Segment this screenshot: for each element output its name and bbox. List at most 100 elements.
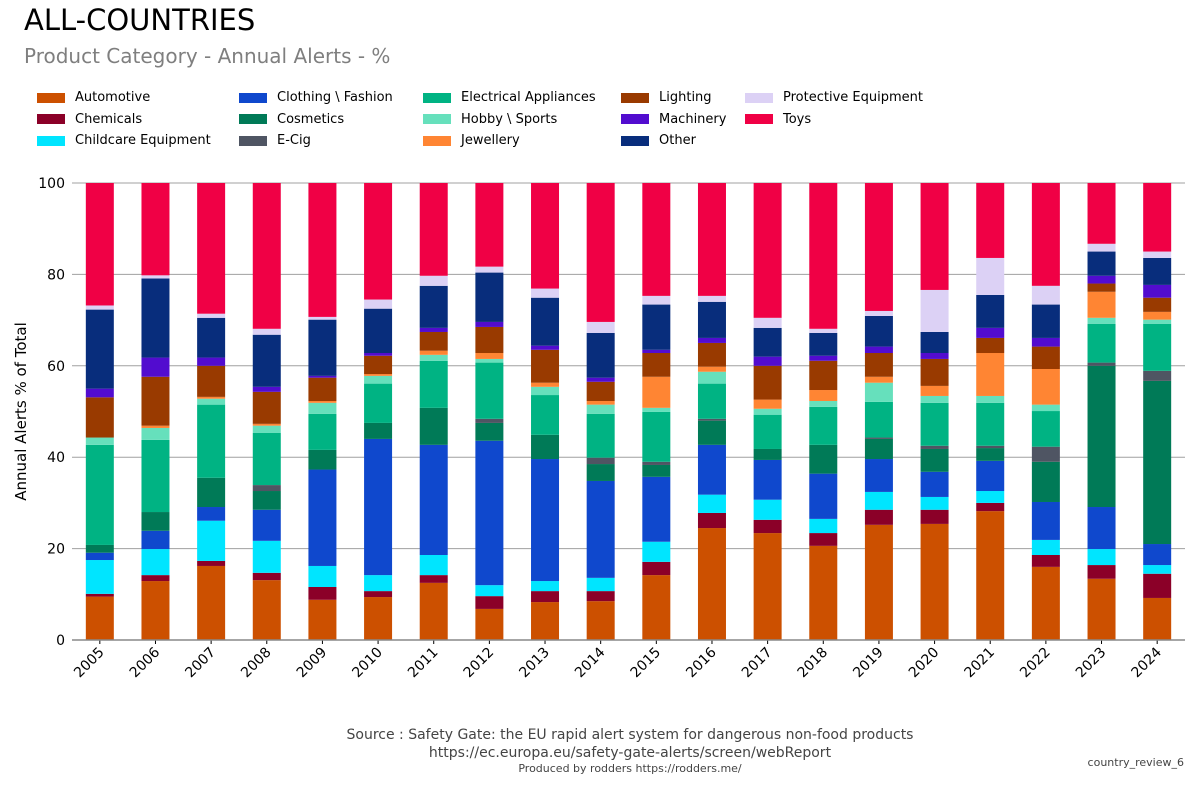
bar-segment	[1143, 597, 1172, 640]
bar-segment	[475, 326, 504, 354]
bar-segment	[1143, 311, 1172, 320]
legend-item: Electrical Appliances	[423, 90, 596, 105]
bar-segment	[920, 445, 949, 449]
bar-segment	[697, 342, 726, 367]
bar-segment	[753, 183, 782, 318]
bar-segment	[364, 308, 393, 354]
bar-segment	[85, 596, 114, 640]
bar-segment	[642, 575, 671, 640]
legend-swatch	[621, 92, 649, 103]
bar-segment	[531, 434, 560, 460]
bar-segment	[364, 183, 393, 300]
bar-segment	[141, 425, 170, 428]
bar-segment	[864, 509, 893, 525]
bar-segment	[1087, 283, 1116, 292]
bar-segment	[642, 464, 671, 477]
legend-swatch	[621, 114, 649, 124]
bar-segment	[976, 402, 1005, 446]
bar-segment	[809, 328, 838, 333]
bar-segment	[475, 422, 504, 441]
bar-segment	[85, 183, 114, 306]
bar-segment	[531, 382, 560, 387]
bar-segment	[697, 418, 726, 421]
bar-segment	[419, 554, 448, 576]
bar-segment	[976, 257, 1005, 295]
bar-segment	[642, 353, 671, 377]
bar-segment	[864, 346, 893, 354]
bar-segment	[141, 439, 170, 513]
bar-segment	[976, 511, 1005, 640]
bar-segment	[642, 349, 671, 354]
bar-segment	[920, 331, 949, 354]
bar-segment	[753, 459, 782, 500]
bar-segment	[308, 586, 337, 600]
y-axis-label: Annual Alerts % of Total	[12, 322, 30, 500]
bar-segment	[364, 355, 393, 375]
bar-segment	[531, 288, 560, 298]
bar-segment	[697, 528, 726, 640]
legend-item: Machinery	[621, 112, 726, 127]
bar-segment	[308, 469, 337, 566]
page-title: ALL-COUNTRIES	[24, 3, 256, 37]
bar-segment	[753, 327, 782, 357]
legend-item: Childcare Equipment	[37, 133, 211, 148]
bar-segment	[85, 397, 114, 438]
bar-segment	[920, 402, 949, 446]
bar-segment	[809, 355, 838, 361]
bar-segment	[586, 480, 615, 578]
bar-segment	[864, 524, 893, 640]
bar-segment	[475, 183, 504, 267]
legend-item: Toys	[745, 112, 811, 127]
bar-segment	[1031, 446, 1060, 462]
legend-swatch	[37, 92, 65, 103]
bar-segment	[531, 297, 560, 346]
bar-segment	[419, 444, 448, 555]
bar-segment	[586, 400, 615, 405]
bar-segment	[697, 444, 726, 495]
legend-label: Lighting	[659, 90, 712, 105]
bar-segment	[531, 345, 560, 350]
legend-label: Chemicals	[75, 111, 143, 127]
bar-segment	[1143, 183, 1172, 252]
y-tick-label: 0	[56, 633, 65, 649]
bar-segment	[364, 383, 393, 423]
legend-item: Protective Equipment	[745, 90, 923, 105]
bar-segment	[1031, 346, 1060, 369]
bar-segment	[252, 572, 281, 581]
legend-swatch	[37, 114, 65, 124]
bar-segment	[85, 309, 114, 389]
bar-segment	[976, 491, 1005, 503]
bar-segment	[1087, 323, 1116, 363]
bar-segment	[1087, 365, 1116, 508]
bar-segment	[252, 580, 281, 640]
bar-segment	[586, 457, 615, 465]
bar-segment	[1031, 404, 1060, 412]
bar-segment	[809, 518, 838, 534]
bar-segment	[864, 438, 893, 460]
bar-segment	[475, 596, 504, 609]
bar-segment	[809, 533, 838, 546]
legend-item: Lighting	[621, 90, 712, 105]
legend-swatch	[745, 114, 773, 124]
legend-item: Hobby \ Sports	[423, 112, 557, 127]
bar-segment	[308, 449, 337, 470]
bar-segment	[920, 496, 949, 510]
bar-segment	[364, 438, 393, 576]
y-tick-label: 100	[38, 176, 65, 192]
legend-item: Other	[621, 133, 696, 148]
bar-segment	[475, 321, 504, 327]
bar-segment	[141, 575, 170, 582]
x-tick-label: 2007	[182, 645, 219, 682]
legend-swatch	[621, 135, 649, 146]
bar-segment	[697, 420, 726, 445]
x-tick-label: 2013	[516, 645, 553, 682]
bar-segment	[419, 183, 448, 276]
x-tick-label: 2017	[739, 645, 776, 682]
bar-segment	[475, 353, 504, 359]
bar-segment	[141, 275, 170, 279]
bar-segment	[1143, 257, 1172, 285]
bar-segment	[586, 332, 615, 378]
bar-segment	[1087, 183, 1116, 244]
bar-segment	[197, 560, 226, 566]
